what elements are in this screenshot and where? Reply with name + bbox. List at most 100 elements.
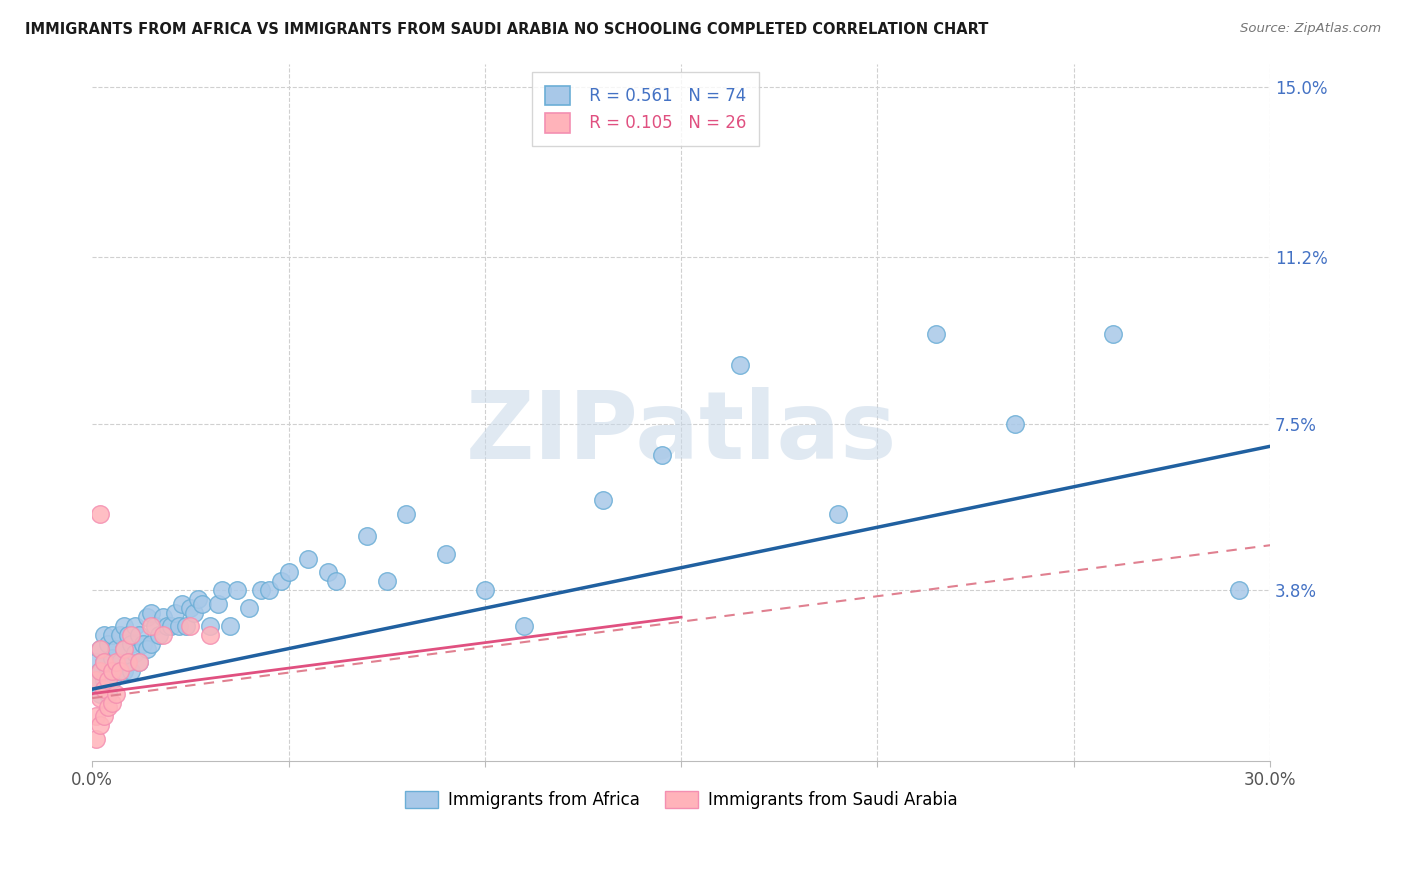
Point (592, 493, 614, 508)
Point (218, 619, 240, 633)
Point (159, 619, 181, 633)
Point (152, 628, 174, 642)
Point (925, 326, 948, 341)
Point (474, 583, 496, 598)
Point (513, 619, 536, 633)
Point (297, 551, 319, 566)
Point (89, 641, 111, 656)
Point (104, 664, 127, 678)
Point (325, 574, 347, 589)
Point (84, 673, 107, 687)
Point (207, 597, 229, 611)
Point (101, 664, 124, 678)
Point (356, 529, 378, 543)
Point (143, 619, 166, 633)
Point (1004, 417, 1026, 431)
Point (112, 641, 135, 656)
Point (139, 619, 162, 633)
Point (117, 655, 139, 669)
Point (179, 601, 201, 615)
Point (172, 597, 194, 611)
Point (211, 583, 233, 598)
Point (128, 628, 150, 642)
Point (97, 700, 120, 714)
Point (1227, 583, 1250, 598)
Point (108, 628, 131, 642)
Point (93, 673, 115, 687)
Point (120, 664, 142, 678)
Point (84, 709, 107, 723)
Point (97, 637, 120, 651)
Point (198, 628, 221, 642)
Text: IMMIGRANTS FROM AFRICA VS IMMIGRANTS FROM SAUDI ARABIA NO SCHOOLING COMPLETED CO: IMMIGRANTS FROM AFRICA VS IMMIGRANTS FRO… (25, 22, 988, 37)
Point (191, 597, 214, 611)
Point (84, 655, 107, 669)
Point (183, 606, 205, 620)
Point (257, 583, 280, 598)
Point (238, 601, 260, 615)
Point (728, 359, 751, 373)
Point (316, 565, 339, 579)
Point (93, 655, 115, 669)
Point (97, 673, 120, 687)
Point (1102, 326, 1125, 341)
Text: Source: ZipAtlas.com: Source: ZipAtlas.com (1240, 22, 1381, 36)
Point (104, 641, 127, 656)
Point (277, 565, 299, 579)
Point (117, 655, 139, 669)
Point (101, 696, 124, 710)
Point (104, 687, 127, 701)
Point (250, 583, 273, 598)
Point (128, 655, 150, 669)
Point (187, 592, 209, 607)
Point (827, 507, 849, 521)
Point (108, 655, 131, 669)
Point (84, 673, 107, 687)
Legend: Immigrants from Africa, Immigrants from Saudi Arabia: Immigrants from Africa, Immigrants from … (398, 784, 965, 815)
Point (89, 507, 111, 521)
Point (434, 547, 457, 561)
Point (89, 664, 111, 678)
Point (395, 507, 418, 521)
Point (89, 718, 111, 732)
Point (139, 637, 162, 651)
Point (112, 664, 135, 678)
Point (120, 628, 142, 642)
Point (97, 664, 120, 678)
Point (179, 619, 201, 633)
Point (152, 610, 174, 624)
Point (148, 628, 170, 642)
Point (93, 682, 115, 697)
Point (163, 606, 186, 620)
Point (124, 619, 146, 633)
Point (101, 673, 124, 687)
Point (375, 574, 398, 589)
Point (101, 650, 124, 665)
Point (93, 655, 115, 669)
Point (156, 619, 179, 633)
Point (97, 687, 120, 701)
Point (136, 610, 159, 624)
Point (89, 641, 111, 656)
Point (226, 583, 249, 598)
Point (89, 687, 111, 701)
Point (139, 606, 162, 620)
Point (112, 641, 135, 656)
Point (176, 619, 198, 633)
Point (117, 628, 139, 642)
Point (93, 628, 115, 642)
Point (198, 619, 221, 633)
Point (89, 664, 111, 678)
Point (650, 448, 672, 462)
Point (132, 637, 155, 651)
Point (108, 664, 131, 678)
Point (124, 646, 146, 660)
Point (270, 574, 292, 589)
Point (136, 641, 159, 656)
Text: ZIPatlas: ZIPatlas (465, 387, 897, 480)
Point (93, 709, 115, 723)
Point (120, 637, 142, 651)
Point (104, 655, 127, 669)
Point (101, 628, 124, 642)
Point (84, 731, 107, 746)
